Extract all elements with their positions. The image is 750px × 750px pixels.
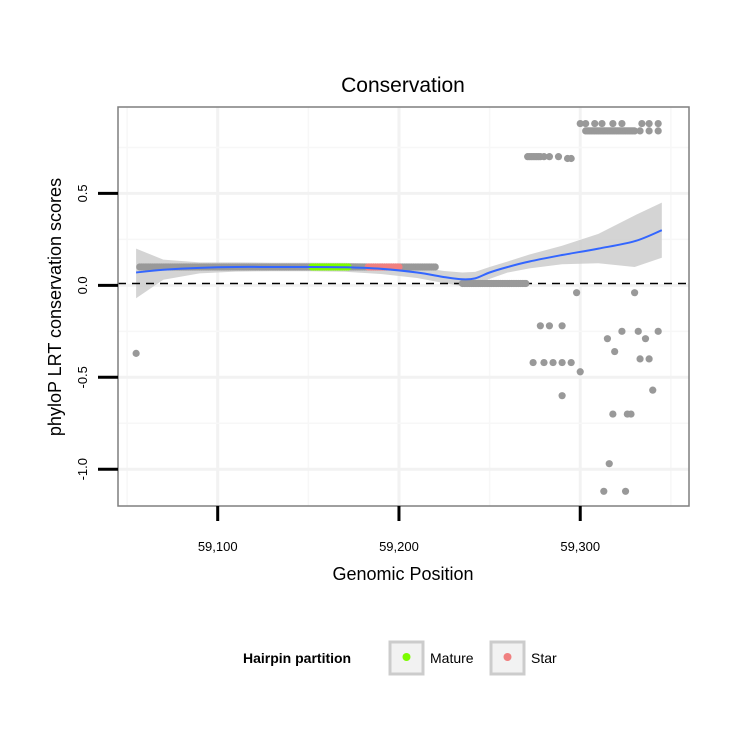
data-point — [605, 460, 613, 468]
data-point — [631, 127, 639, 135]
data-point — [621, 487, 630, 495]
data-point — [618, 327, 626, 335]
data-point — [636, 127, 644, 135]
x-axis-title: Genomic Position — [332, 564, 473, 584]
data-point — [649, 386, 657, 394]
plot-panel — [118, 107, 689, 506]
smooth-line — [135, 229, 663, 281]
data-point — [654, 327, 662, 335]
data-point — [558, 322, 566, 330]
data-point — [645, 127, 653, 135]
data-point — [636, 355, 644, 363]
legend-item-mature: Mature — [388, 640, 474, 676]
data-point — [627, 410, 635, 418]
data-point — [609, 410, 617, 418]
data-point — [431, 263, 439, 271]
data-point — [591, 119, 599, 128]
data-point — [611, 347, 619, 356]
data-point — [545, 153, 554, 161]
legend-key-star — [489, 640, 526, 676]
data-point — [654, 119, 662, 128]
legend-label-star: Star — [531, 650, 557, 666]
data-point — [573, 289, 581, 297]
data-point — [609, 119, 617, 128]
data-point — [641, 335, 650, 343]
data-point — [545, 322, 554, 330]
chart-title: Conservation — [341, 74, 465, 97]
data-point — [558, 358, 566, 367]
legend: Hairpin partition Mature Star — [243, 640, 557, 676]
y-tick-label: -1.0 — [75, 458, 90, 480]
data-point — [132, 349, 140, 357]
data-point — [582, 119, 590, 128]
data-point — [634, 327, 642, 335]
confidence-band-layer — [136, 202, 662, 299]
plot-panel-border — [117, 106, 690, 507]
legend-item-star: Star — [489, 640, 557, 676]
data-point — [654, 127, 662, 135]
x-tick-label: 59,200 — [379, 539, 419, 554]
data-point — [638, 119, 646, 128]
x-tick-label: 59,100 — [198, 539, 238, 554]
data-point — [529, 358, 537, 367]
smooth-line-layer — [135, 229, 663, 281]
data-point-star — [395, 263, 403, 271]
y-tick-label: -0.5 — [75, 366, 90, 388]
data-point — [567, 154, 575, 163]
x-tick-label: 59,300 — [560, 539, 600, 554]
data-point — [645, 119, 653, 128]
confidence-band — [136, 202, 662, 299]
legend-swatch-star — [503, 653, 512, 661]
data-point — [522, 279, 530, 288]
data-point — [631, 289, 639, 297]
legend-label-mature: Mature — [430, 650, 474, 666]
y-axis: 0.5 0.0 -0.5 -1.0 — [75, 184, 118, 480]
data-point — [558, 392, 566, 400]
data-point — [603, 335, 612, 343]
legend-title: Hairpin partition — [243, 650, 351, 666]
data-point — [576, 119, 584, 128]
data-point — [540, 153, 548, 161]
data-point — [600, 487, 608, 495]
y-axis-title: phyloP LRT conservation scores — [45, 178, 65, 436]
data-point — [549, 358, 557, 367]
legend-swatch-mature — [402, 653, 411, 661]
data-point — [576, 368, 584, 376]
y-tick-label: 0.5 — [75, 184, 90, 202]
data-point — [598, 119, 606, 128]
data-point — [536, 322, 544, 330]
data-point — [567, 358, 575, 367]
x-axis: 59,100 59,200 59,300 — [198, 506, 600, 554]
data-point — [645, 355, 653, 363]
y-tick-label: 0.0 — [75, 276, 90, 294]
data-point — [554, 153, 563, 161]
data-point — [540, 358, 548, 367]
data-point — [618, 119, 626, 128]
